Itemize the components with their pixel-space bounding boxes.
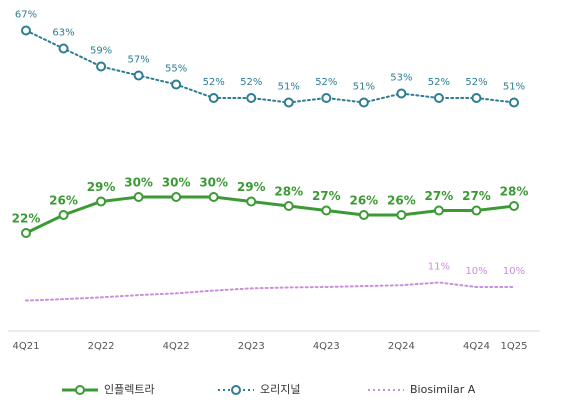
data-label: 53% xyxy=(390,73,412,84)
data-label: 10% xyxy=(503,266,525,277)
point xyxy=(246,196,257,207)
data-label: 22% xyxy=(12,212,41,226)
data-label: 55% xyxy=(165,64,187,75)
data-label: 52% xyxy=(315,77,337,88)
point xyxy=(433,205,444,216)
legend-label: 오리지널 xyxy=(260,383,300,396)
data-label: 52% xyxy=(428,77,450,88)
data-label: 27% xyxy=(425,189,454,203)
point xyxy=(21,25,31,36)
point xyxy=(509,201,519,211)
data-label: 28% xyxy=(500,185,529,199)
data-label: 26% xyxy=(387,194,416,208)
x-tick-label: 4Q24 xyxy=(463,341,490,352)
data-label: 10% xyxy=(465,266,487,277)
point xyxy=(509,97,519,108)
point xyxy=(396,210,407,220)
legend-marker xyxy=(231,385,241,395)
data-label: 51% xyxy=(278,82,300,93)
point xyxy=(358,210,369,220)
data-label: 57% xyxy=(127,55,149,66)
point xyxy=(171,192,182,202)
x-tick-label: 2Q24 xyxy=(388,341,415,352)
legend-label: 인플렉트라 xyxy=(104,383,155,396)
data-label: 30% xyxy=(199,176,228,190)
data-label: 52% xyxy=(465,77,487,88)
point xyxy=(208,192,219,202)
data-label: 51% xyxy=(353,82,375,93)
point xyxy=(58,43,69,54)
data-label: 26% xyxy=(49,194,78,208)
series-line xyxy=(25,195,515,235)
point xyxy=(358,97,369,108)
x-tick-label: 4Q21 xyxy=(13,341,40,352)
point xyxy=(208,93,219,103)
point xyxy=(471,205,482,216)
data-label: 29% xyxy=(87,180,116,194)
point xyxy=(283,97,294,108)
point xyxy=(246,93,257,103)
point xyxy=(283,201,294,211)
data-label: 63% xyxy=(52,28,74,39)
data-label: 52% xyxy=(203,77,225,88)
x-tick-label: 1Q25 xyxy=(501,341,528,352)
series-line xyxy=(25,29,515,104)
x-tick-label: 2Q23 xyxy=(238,341,265,352)
data-label: 27% xyxy=(462,189,491,203)
data-label: 27% xyxy=(312,189,341,203)
data-label: 29% xyxy=(237,180,266,194)
data-label: 30% xyxy=(124,176,153,190)
x-tick-label: 4Q22 xyxy=(163,341,190,352)
point xyxy=(21,228,31,238)
data-label: 11% xyxy=(428,262,450,273)
data-label: 26% xyxy=(349,194,378,208)
data-label: 51% xyxy=(503,82,525,93)
legend-label: Biosimilar A xyxy=(410,383,476,396)
data-label: 67% xyxy=(15,10,37,21)
point xyxy=(171,79,182,90)
point xyxy=(396,88,407,99)
point xyxy=(471,93,482,103)
series-line xyxy=(25,281,515,302)
point xyxy=(96,196,107,207)
data-label: 28% xyxy=(274,185,303,199)
data-label: 59% xyxy=(90,46,112,57)
x-tick-label: 4Q23 xyxy=(313,341,340,352)
point xyxy=(433,93,444,103)
point xyxy=(96,61,107,72)
point xyxy=(58,210,69,220)
point xyxy=(133,192,144,202)
data-label: 30% xyxy=(162,176,191,190)
point xyxy=(133,70,144,81)
point xyxy=(321,93,332,103)
point xyxy=(321,205,332,216)
data-label: 52% xyxy=(240,77,262,88)
x-tick-label: 2Q22 xyxy=(88,341,115,352)
legend-marker xyxy=(75,385,85,395)
